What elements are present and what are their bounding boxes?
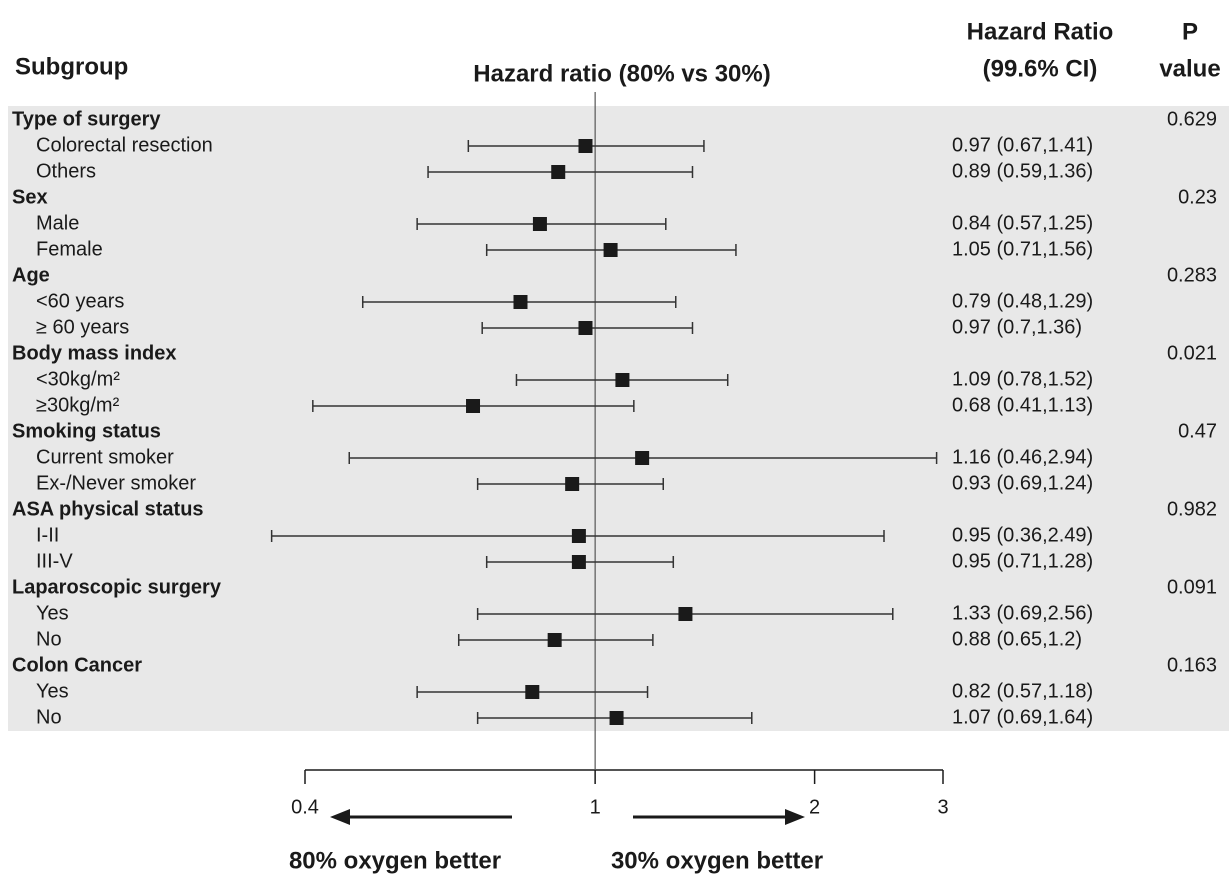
- annotation: 80% oxygen better: [289, 847, 501, 874]
- p-header: value: [1159, 55, 1220, 82]
- annotation: 30% oxygen better: [611, 847, 823, 874]
- hr-label: 0.84 (0.57,1.25): [952, 212, 1093, 234]
- p-value: 0.47: [1178, 420, 1217, 442]
- subgroup-label: I-II: [36, 524, 59, 546]
- hr-label: 0.79 (0.48,1.29): [952, 290, 1093, 312]
- subgroup-label: Yes: [36, 602, 69, 624]
- hr-point: [466, 399, 481, 413]
- hr-label: 1.05 (0.71,1.56): [952, 238, 1093, 260]
- hr-point: [603, 243, 618, 257]
- p-value: 0.283: [1167, 264, 1217, 286]
- hr-point: [571, 555, 586, 569]
- group-label: ASA physical status: [12, 498, 204, 520]
- hr-point: [578, 139, 593, 153]
- p-value: 0.982: [1167, 498, 1217, 520]
- group-label: Laparoscopic surgery: [12, 576, 222, 598]
- x-tick-label: 1: [590, 796, 601, 818]
- hr-label: 1.33 (0.69,2.56): [952, 602, 1093, 624]
- subgroup-label: Colorectal resection: [36, 134, 213, 156]
- hr-label: 0.89 (0.59,1.36): [952, 160, 1093, 182]
- x-tick-label: 3: [937, 796, 948, 818]
- subgroup-label: Male: [36, 212, 79, 234]
- group-label: Sex: [12, 186, 48, 208]
- hr-label: 0.97 (0.7,1.36): [952, 316, 1082, 338]
- hr-label: 0.82 (0.57,1.18): [952, 680, 1093, 702]
- subgroup-label: <60 years: [36, 290, 124, 312]
- subgroup-header: Subgroup: [15, 53, 128, 80]
- subgroup-label: <30kg/m²: [36, 368, 120, 390]
- hr-label: 1.07 (0.69,1.64): [952, 706, 1093, 728]
- hr-point: [678, 607, 693, 621]
- arrows: [330, 809, 805, 825]
- hr-point: [578, 321, 593, 335]
- group-label: Type of surgery: [12, 108, 161, 130]
- hr-point: [513, 295, 528, 309]
- hr-label: 0.95 (0.71,1.28): [952, 550, 1093, 572]
- subgroup-label: No: [36, 706, 62, 728]
- hr-label: 1.16 (0.46,2.94): [952, 446, 1093, 468]
- group-label: Colon Cancer: [12, 654, 142, 676]
- hr-label: 1.09 (0.78,1.52): [952, 368, 1093, 390]
- p-value: 0.091: [1167, 576, 1217, 598]
- hr-header: Hazard Ratio: [967, 18, 1114, 45]
- hr-label: 0.88 (0.65,1.2): [952, 628, 1082, 650]
- hr-header: (99.6% CI): [983, 55, 1098, 82]
- hr-point: [565, 477, 580, 491]
- x-tick-label: 0.4: [291, 796, 319, 818]
- p-value: 0.23: [1178, 186, 1217, 208]
- hr-point: [571, 529, 586, 543]
- hr-point: [547, 633, 562, 647]
- p-value: 0.163: [1167, 654, 1217, 676]
- chart-title: Hazard ratio (80% vs 30%): [473, 60, 770, 87]
- subgroup-label: No: [36, 628, 62, 650]
- hr-label: 0.68 (0.41,1.13): [952, 394, 1093, 416]
- hr-point: [551, 165, 566, 179]
- hr-point: [525, 685, 540, 699]
- p-value: 0.021: [1167, 342, 1217, 364]
- subgroup-label: ≥ 60 years: [36, 316, 129, 338]
- group-label: Smoking status: [12, 420, 161, 442]
- hr-label: 0.97 (0.67,1.41): [952, 134, 1093, 156]
- hr-label: 0.95 (0.36,2.49): [952, 524, 1093, 546]
- panel-background: [8, 106, 1229, 731]
- p-header: P: [1182, 18, 1198, 45]
- group-label: Body mass index: [12, 342, 177, 364]
- x-tick-label: 2: [809, 796, 820, 818]
- hr-point: [635, 451, 650, 465]
- subgroup-label: Yes: [36, 680, 69, 702]
- subgroup-label: Others: [36, 160, 96, 182]
- subgroup-label: Ex-/Never smoker: [36, 472, 196, 494]
- subgroup-label: ≥30kg/m²: [36, 394, 120, 416]
- hr-label: 0.93 (0.69,1.24): [952, 472, 1093, 494]
- group-label: Age: [12, 264, 50, 286]
- hr-point: [532, 217, 547, 231]
- subgroup-label: Female: [36, 238, 103, 260]
- subgroup-label: III-V: [36, 550, 73, 572]
- p-value: 0.629: [1167, 108, 1217, 130]
- subgroup-label: Current smoker: [36, 446, 174, 468]
- hr-point: [609, 711, 624, 725]
- hr-point: [615, 373, 630, 387]
